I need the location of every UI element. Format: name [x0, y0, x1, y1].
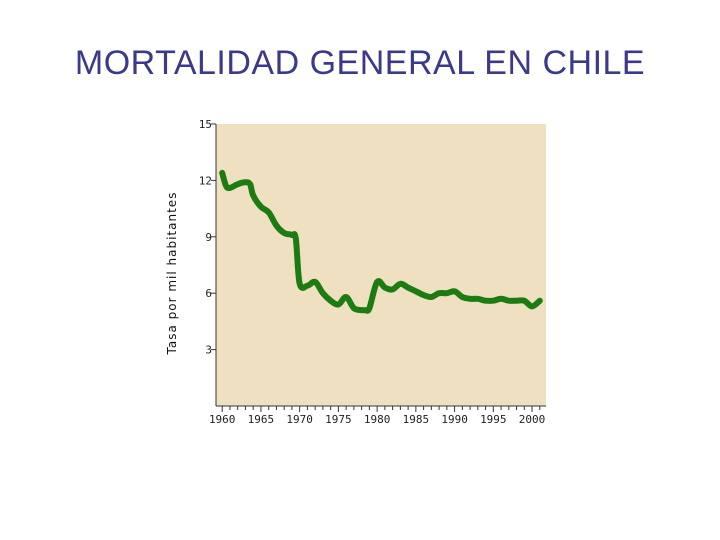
- y-tick-label: 6: [205, 287, 212, 300]
- x-tick-label: 1960: [209, 413, 236, 426]
- x-tick-label: 1975: [325, 413, 352, 426]
- mortality-rate-line: [219, 169, 543, 314]
- y-axis: 3 6 9 12 15: [199, 118, 217, 406]
- x-axis: 1960 1965 1970 1975 1980 1985 1990 1995 2000: [209, 405, 546, 426]
- y-tick-label: 3: [205, 344, 212, 357]
- x-tick-label: 1995: [480, 413, 507, 426]
- x-tick-label: 1980: [364, 413, 391, 426]
- x-tick-label: 1965: [248, 413, 275, 426]
- x-tick-label: 1990: [441, 413, 468, 426]
- chart-title: MORTALIDAD GENERAL EN CHILE: [74, 44, 646, 82]
- plot-area: [216, 124, 546, 406]
- y-tick-label: 9: [205, 231, 212, 244]
- y-tick-label: 15: [199, 118, 212, 131]
- x-tick-label: 1985: [403, 413, 430, 426]
- x-tick-label: 2000: [519, 413, 546, 426]
- x-tick-label: 1970: [286, 413, 313, 426]
- y-axis-title: Tasa por mil habitantes: [165, 192, 179, 356]
- y-tick-label: 12: [199, 174, 212, 187]
